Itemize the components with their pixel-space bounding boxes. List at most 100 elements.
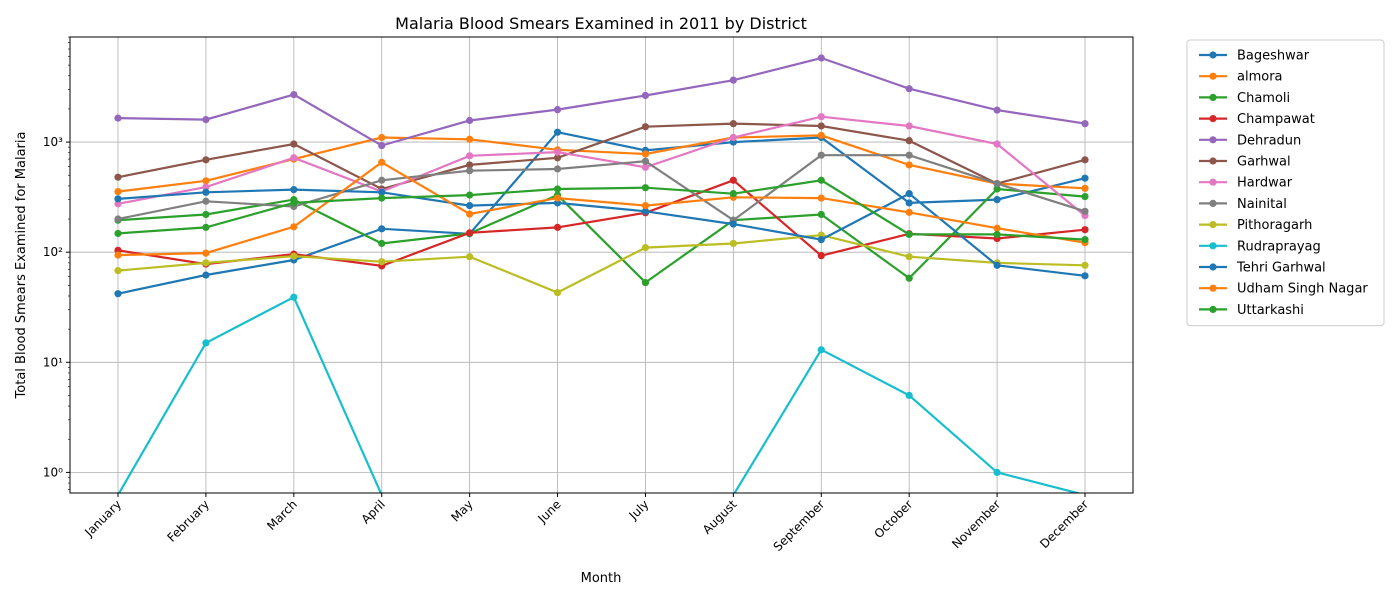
x-tick-label: November	[949, 497, 1003, 551]
data-point	[290, 223, 298, 231]
legend-swatch-marker	[1209, 199, 1217, 207]
data-point	[378, 258, 386, 266]
data-point	[641, 278, 650, 287]
data-point	[466, 201, 474, 210]
data-point	[993, 196, 1001, 204]
data-point	[817, 210, 825, 219]
series-line	[117, 295, 1082, 493]
data-point	[905, 122, 913, 130]
x-tick-label: April	[359, 497, 388, 526]
data-point	[466, 191, 474, 199]
data-point	[553, 165, 562, 173]
data-point	[817, 131, 825, 139]
data-point	[817, 122, 825, 130]
legend-entry-label: Uttarkashi	[1237, 303, 1304, 318]
data-point	[905, 161, 913, 169]
data-point	[641, 184, 650, 192]
data-point	[641, 201, 650, 210]
legend-entry-label: Garhwal	[1237, 155, 1291, 170]
data-point	[905, 190, 913, 198]
legend-swatch-marker	[1209, 93, 1217, 101]
data-point	[553, 148, 562, 156]
legend-entry-label: Champawat	[1237, 112, 1315, 127]
legend-swatch-marker	[1209, 178, 1217, 186]
data-point	[817, 113, 825, 121]
data-point	[641, 123, 650, 131]
data-point	[290, 252, 298, 260]
legend-swatch-marker	[1209, 284, 1217, 292]
data-point	[202, 188, 210, 196]
data-point	[202, 177, 210, 185]
data-point	[729, 120, 737, 128]
data-point	[466, 116, 474, 125]
data-point	[466, 167, 474, 175]
x-tick-label: March	[264, 497, 300, 533]
x-tick-label: January	[81, 497, 124, 540]
data-point	[114, 187, 122, 196]
data-point	[378, 188, 386, 196]
data-point	[553, 194, 562, 202]
data-point	[1081, 120, 1089, 128]
data-point	[905, 391, 913, 400]
x-tick-label: May	[448, 497, 475, 524]
legend-entry-label: Tehri Garhwal	[1236, 261, 1326, 276]
data-point	[553, 128, 562, 136]
series-line	[117, 233, 1086, 294]
data-point	[553, 154, 562, 162]
data-point	[553, 223, 562, 231]
data-point	[466, 161, 474, 169]
data-point	[729, 176, 737, 184]
data-point	[290, 199, 298, 207]
series-line	[117, 134, 1086, 193]
data-point	[993, 185, 1001, 193]
data-point	[641, 163, 650, 171]
series-garhwal	[114, 120, 1089, 193]
data-point	[1081, 192, 1089, 201]
data-point	[202, 197, 210, 205]
data-point	[1081, 261, 1089, 269]
series-hardwar	[114, 113, 1089, 220]
data-point	[378, 194, 386, 202]
x-tick-label: September	[771, 497, 828, 554]
series-tehri-garhwal	[114, 186, 1089, 280]
series-uttarkashi	[114, 176, 1089, 244]
data-point	[905, 230, 913, 239]
series-line	[117, 187, 1086, 284]
x-axis-label: Month	[581, 571, 622, 586]
series-line	[117, 179, 1086, 268]
data-point	[114, 229, 122, 238]
data-point	[553, 185, 562, 193]
legend-entry-label: Rudraprayag	[1237, 239, 1321, 254]
series-line	[117, 115, 1086, 217]
data-point	[290, 293, 298, 301]
legend-entry-label: Hardwar	[1237, 176, 1293, 191]
data-point	[378, 176, 386, 184]
data-point	[905, 274, 913, 282]
x-tick-label: February	[165, 497, 213, 545]
data-point	[378, 133, 386, 142]
data-point	[466, 229, 474, 237]
data-point	[1081, 184, 1089, 192]
data-point	[378, 158, 386, 166]
data-point	[641, 150, 650, 158]
data-point	[641, 157, 650, 165]
data-point	[202, 210, 210, 219]
data-point	[202, 249, 210, 257]
x-axis-ticks: January February March April May June July Augu…	[81, 493, 1091, 554]
data-point	[729, 190, 737, 198]
data-point	[202, 259, 210, 267]
legend-swatch-marker	[1209, 263, 1217, 271]
series-rudraprayag	[117, 293, 1082, 493]
legend-swatch-marker	[1209, 115, 1217, 123]
data-point	[993, 140, 1001, 148]
series-line	[117, 179, 1086, 241]
data-point	[1081, 272, 1089, 280]
data-point	[114, 173, 122, 181]
legend-entry-label: Pithoragarh	[1237, 218, 1312, 233]
data-point	[466, 152, 474, 160]
series-lines	[114, 54, 1089, 493]
series-pithoragarh	[114, 231, 1089, 297]
y-tick-label: 10⁰	[43, 465, 63, 479]
y-tick-label: 10²	[43, 245, 63, 259]
data-point	[993, 261, 1001, 269]
